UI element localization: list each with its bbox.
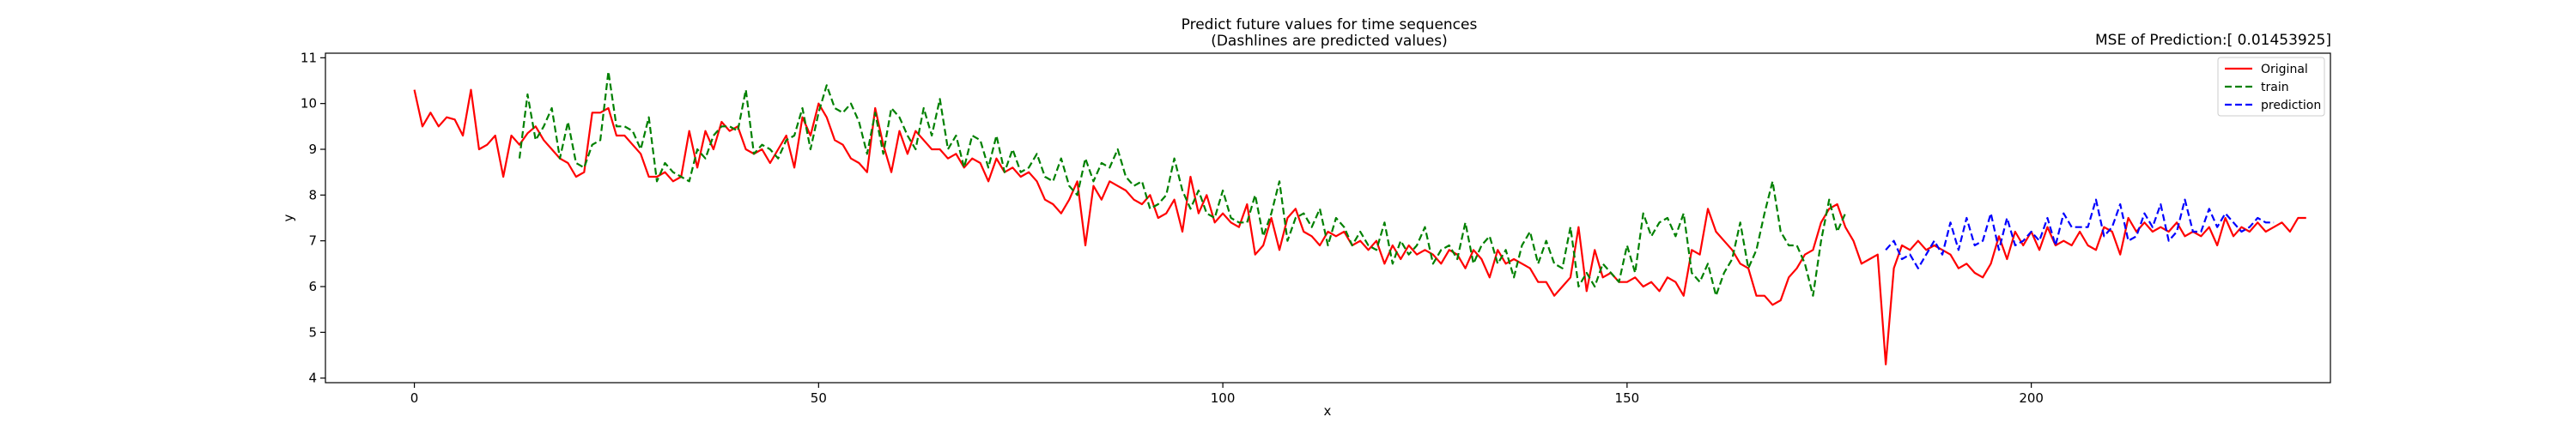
x-axis-ticks: 0 50 100 150 200 — [410, 383, 2044, 406]
legend-label-original: Original — [2261, 63, 2308, 76]
series-line-train — [518, 70, 1847, 297]
y-tick-label: 8 — [308, 187, 317, 202]
x-tick-label: 50 — [811, 390, 827, 406]
x-tick-label: 0 — [410, 390, 419, 406]
y-tick-label: 9 — [308, 142, 317, 157]
plot-frame — [325, 52, 2331, 384]
x-tick-label: 100 — [1211, 390, 1236, 406]
chart-title-line-1: Predict future values for time sequences — [1182, 16, 1478, 33]
y-axis-ticks: 4 5 6 7 8 9 10 11 — [301, 50, 325, 386]
x-tick-label: 150 — [1615, 390, 1640, 406]
y-tick-label: 7 — [308, 233, 317, 249]
y-tick-label: 10 — [301, 96, 317, 112]
x-axis-label: x — [1324, 403, 1332, 419]
legend-items: Original train prediction — [2225, 63, 2321, 112]
legend-label-prediction: prediction — [2261, 99, 2321, 112]
y-tick-label: 6 — [308, 279, 317, 294]
y-tick-label: 5 — [308, 324, 317, 340]
y-tick-label: 11 — [301, 50, 317, 65]
y-axis-label: y — [281, 214, 296, 221]
mse-label: MSE of Prediction:[ 0.01453925] — [2095, 32, 2331, 49]
plot-lines — [413, 70, 2306, 366]
series-line-prediction — [1885, 198, 2275, 269]
legend-label-train: train — [2261, 81, 2289, 94]
legend: Original train prediction — [2217, 57, 2325, 117]
legend-box — [2217, 57, 2325, 117]
series-line-original — [413, 88, 2306, 366]
y-tick-label: 4 — [308, 371, 317, 386]
x-tick-label: 200 — [2019, 390, 2044, 406]
chart-title-line-2: (Dashlines are predicted values) — [1211, 33, 1448, 50]
